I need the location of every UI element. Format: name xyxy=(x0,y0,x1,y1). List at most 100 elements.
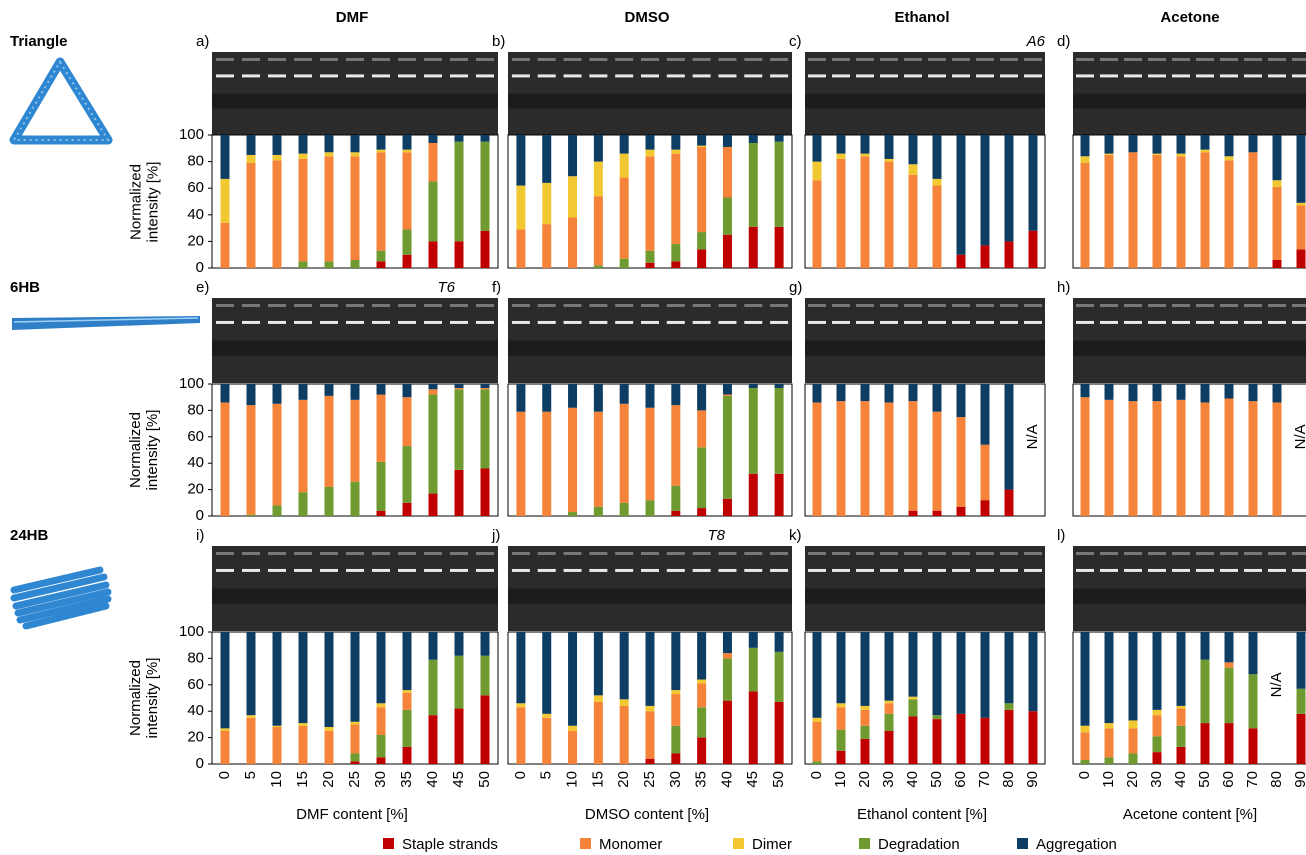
bar-segment xyxy=(1080,760,1090,764)
bar-segment xyxy=(402,690,412,693)
bar-segment xyxy=(246,715,256,718)
gel-well xyxy=(615,58,634,61)
gel-band xyxy=(589,568,608,572)
bar-segment xyxy=(402,746,412,764)
gel-band xyxy=(537,320,556,324)
bar-segment xyxy=(272,505,282,516)
bar-segment xyxy=(593,135,603,162)
bar-segment xyxy=(980,245,990,268)
gel-band xyxy=(1268,320,1286,324)
gel-well xyxy=(770,58,789,61)
bar-segment xyxy=(836,158,846,268)
bar-segment xyxy=(220,384,230,403)
gel-well xyxy=(216,58,234,61)
bar-segment xyxy=(1200,135,1210,150)
gel-band xyxy=(1024,74,1042,78)
bar-segment xyxy=(774,387,784,474)
gel-well xyxy=(1100,552,1118,555)
gel-shade xyxy=(805,93,1045,109)
y-tick-label: 80 xyxy=(187,649,204,666)
x-tick-label: 40 xyxy=(424,771,441,788)
panel-label: e) xyxy=(196,279,209,296)
bar-segment xyxy=(619,705,629,764)
bar-segment xyxy=(908,401,918,511)
gel-band xyxy=(294,320,312,324)
bar-segment xyxy=(402,135,412,150)
bar-segment xyxy=(1272,186,1282,261)
bar-segment xyxy=(722,658,732,701)
y-tick-label: 100 xyxy=(179,126,204,143)
bar-segment xyxy=(298,723,308,726)
gel-band xyxy=(294,568,312,572)
bar-segment xyxy=(645,384,655,408)
bar-segment xyxy=(619,153,629,178)
gel-well xyxy=(372,304,390,307)
gel-band xyxy=(1268,568,1286,572)
bar-segment xyxy=(350,384,360,400)
gel-well xyxy=(320,304,338,307)
legend-label: Dimer xyxy=(752,836,792,853)
gel-well xyxy=(563,58,582,61)
gel-band xyxy=(1124,568,1142,572)
bar-segment xyxy=(1224,160,1234,268)
gel-band xyxy=(928,320,946,324)
bar-segment xyxy=(908,696,918,700)
bar-segment xyxy=(860,384,870,402)
x-tick-label: 90 xyxy=(1292,771,1306,788)
gel-well xyxy=(880,552,898,555)
gel-band xyxy=(718,568,737,572)
gel-band xyxy=(976,74,994,78)
gel-band xyxy=(808,320,826,324)
x-tick-label: 60 xyxy=(952,771,969,788)
bar-segment xyxy=(246,405,256,515)
bar-segment xyxy=(1272,135,1282,181)
gel-well xyxy=(641,552,659,555)
bar-segment xyxy=(376,734,386,758)
bar-segment xyxy=(516,135,526,186)
bar-segment xyxy=(1104,135,1114,154)
bar-segment xyxy=(376,135,386,150)
bar-segment xyxy=(1200,402,1210,516)
gel-well xyxy=(372,58,390,61)
bar-segment xyxy=(812,384,822,403)
bar-segment xyxy=(1128,753,1138,764)
panel-label: f) xyxy=(492,279,501,296)
bar-segment xyxy=(324,135,334,153)
bar-segment xyxy=(697,135,707,146)
bar-segment xyxy=(645,135,655,150)
bar-segment xyxy=(697,145,707,147)
bar-segment xyxy=(376,703,386,708)
bar-segment xyxy=(1248,401,1258,516)
x-tick-label: 50 xyxy=(928,771,945,788)
bar-segment xyxy=(722,498,732,516)
gel-band xyxy=(268,74,286,78)
gel-well xyxy=(808,552,826,555)
bar-segment xyxy=(480,655,490,696)
bar-segment xyxy=(324,395,334,487)
gel-well xyxy=(450,58,468,61)
bar-segment xyxy=(516,411,526,516)
bar-segment xyxy=(1296,205,1306,250)
bar-segment xyxy=(1224,667,1234,724)
bar-segment xyxy=(836,707,846,730)
x-tick-label: 0 xyxy=(216,771,233,779)
legend-swatch xyxy=(383,838,394,849)
6hb-icon-detail xyxy=(13,317,199,323)
gel-well xyxy=(398,58,416,61)
bar-segment xyxy=(1176,725,1186,747)
gel-well xyxy=(666,552,685,555)
gel-shade xyxy=(508,340,792,356)
gel-band xyxy=(450,74,468,78)
bar-segment xyxy=(272,384,282,404)
gel-band xyxy=(424,568,442,572)
bar-segment xyxy=(480,135,490,142)
bar-segment xyxy=(516,632,526,704)
gel-band xyxy=(537,568,556,572)
bar-segment xyxy=(860,705,870,710)
gel-band xyxy=(1220,74,1238,78)
legend-swatch xyxy=(1017,838,1028,849)
gel-band xyxy=(666,568,685,572)
bar-segment xyxy=(298,632,308,724)
bar-segment xyxy=(480,632,490,656)
gel-well xyxy=(770,552,789,555)
